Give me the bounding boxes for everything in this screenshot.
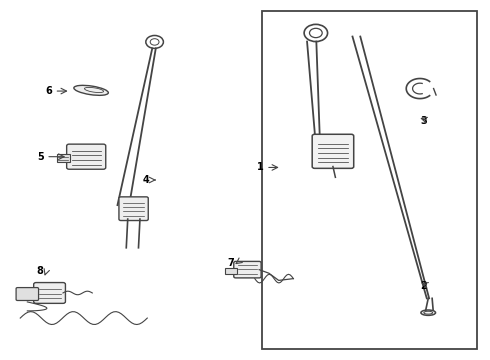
Bar xyxy=(57,154,70,162)
FancyBboxPatch shape xyxy=(34,283,66,303)
FancyBboxPatch shape xyxy=(67,144,106,169)
Text: 6: 6 xyxy=(45,86,52,96)
Bar xyxy=(262,12,477,348)
FancyBboxPatch shape xyxy=(312,134,354,168)
Bar xyxy=(225,267,237,274)
FancyBboxPatch shape xyxy=(234,261,261,278)
Text: 3: 3 xyxy=(420,116,427,126)
Text: 8: 8 xyxy=(37,266,44,276)
FancyBboxPatch shape xyxy=(16,288,39,301)
FancyBboxPatch shape xyxy=(119,197,148,221)
Text: 1: 1 xyxy=(257,162,264,172)
Ellipse shape xyxy=(421,310,436,315)
Ellipse shape xyxy=(74,85,108,95)
Text: 2: 2 xyxy=(420,281,427,291)
Text: 4: 4 xyxy=(143,175,150,185)
Text: 5: 5 xyxy=(37,152,44,162)
Text: 7: 7 xyxy=(227,258,234,268)
